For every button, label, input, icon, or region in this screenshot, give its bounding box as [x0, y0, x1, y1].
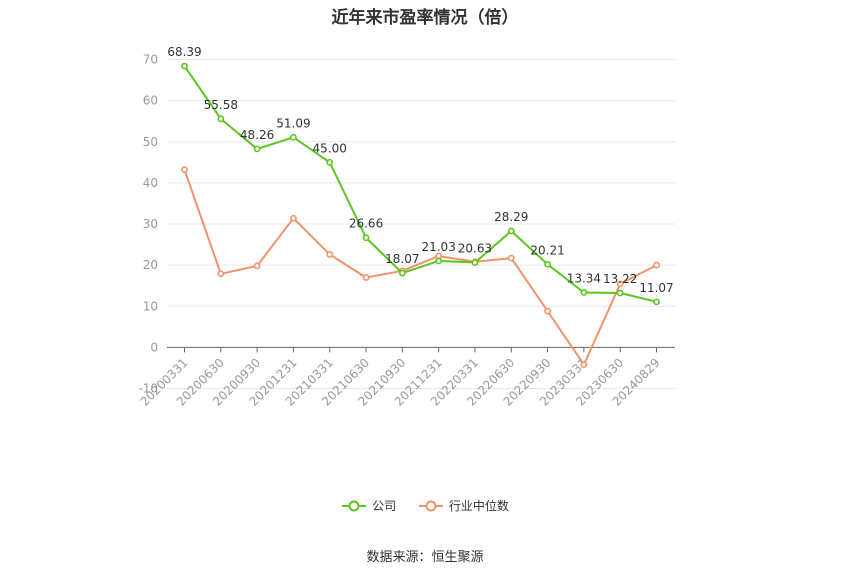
- y-tick-label: 70: [143, 53, 158, 67]
- data-label: 21.03: [421, 240, 455, 254]
- data-label: 45.00: [313, 141, 347, 155]
- y-tick-label: 30: [143, 217, 158, 231]
- data-point-industry: [181, 166, 188, 174]
- data-point-company: [435, 257, 443, 265]
- y-tick-label: 60: [143, 94, 158, 108]
- legend-industry-marker: [418, 500, 443, 511]
- series: [181, 62, 660, 369]
- series-line-company: [183, 65, 657, 303]
- legend-industry-label: 行业中位数: [448, 499, 509, 513]
- data-label: 48.26: [240, 128, 274, 142]
- legend-company-label: 公司: [372, 499, 397, 513]
- data-point-industry: [580, 361, 588, 369]
- data-point-industry: [616, 280, 624, 288]
- y-axis-tick-labels: 70 60 50 40 30 20 10 0 -10: [138, 53, 158, 396]
- y-tick-label: 20: [143, 258, 158, 272]
- grid-lines: [167, 59, 675, 389]
- y-tick-label: 40: [143, 176, 158, 190]
- y-tick-label: 10: [143, 299, 158, 313]
- data-label: 13.34: [567, 272, 601, 286]
- source-note: 数据来源：恒生聚源: [366, 550, 484, 565]
- data-point-company: [290, 133, 297, 141]
- data-label: 28.29: [494, 210, 528, 224]
- data-point-company: [253, 145, 261, 153]
- data-point-company: [471, 259, 479, 266]
- y-tick-label: 0: [150, 340, 158, 354]
- data-point-company: [398, 269, 406, 277]
- data-label: 68.39: [167, 45, 201, 59]
- data-point-company: [362, 234, 370, 242]
- data-label: 51.09: [276, 116, 310, 130]
- y-tick-label: -10: [138, 382, 158, 396]
- data-label: 11.07: [639, 281, 673, 295]
- data-label: 13.22: [603, 272, 637, 286]
- legend-item-company[interactable]: 公司: [341, 497, 396, 514]
- legend-item-industry[interactable]: 行业中位数: [418, 497, 509, 514]
- data-point-company: [326, 158, 334, 166]
- legend: 公司 行业中位数: [0, 497, 850, 515]
- data-point-company: [616, 289, 624, 297]
- x-axis: [167, 346, 675, 353]
- data-point-industry: [217, 270, 225, 278]
- data-point-industry: [653, 261, 660, 269]
- data-point-company: [580, 289, 588, 296]
- data-point-company: [507, 227, 515, 235]
- data-point-industry: [362, 274, 370, 281]
- data-label: 20.21: [530, 243, 564, 257]
- data-point-industry: [544, 307, 551, 315]
- y-tick-label: 50: [143, 135, 158, 149]
- data-label: 18.07: [385, 252, 419, 266]
- data-label: 55.58: [204, 98, 238, 112]
- data-point-company: [181, 62, 188, 70]
- legend-company-marker: [342, 500, 367, 511]
- data-point-industry: [253, 262, 261, 270]
- data-label: 20.63: [458, 242, 492, 256]
- series-line-industry: [183, 169, 657, 366]
- chart-title: 近年来市盈率情况（倍）: [331, 8, 519, 28]
- data-point-company: [544, 260, 551, 268]
- data-point-industry: [290, 214, 297, 222]
- data-point-industry: [507, 254, 515, 262]
- data-label: 26.66: [349, 217, 383, 231]
- data-point-company: [217, 115, 225, 123]
- data-point-industry: [326, 251, 334, 258]
- data-point-company: [653, 298, 660, 306]
